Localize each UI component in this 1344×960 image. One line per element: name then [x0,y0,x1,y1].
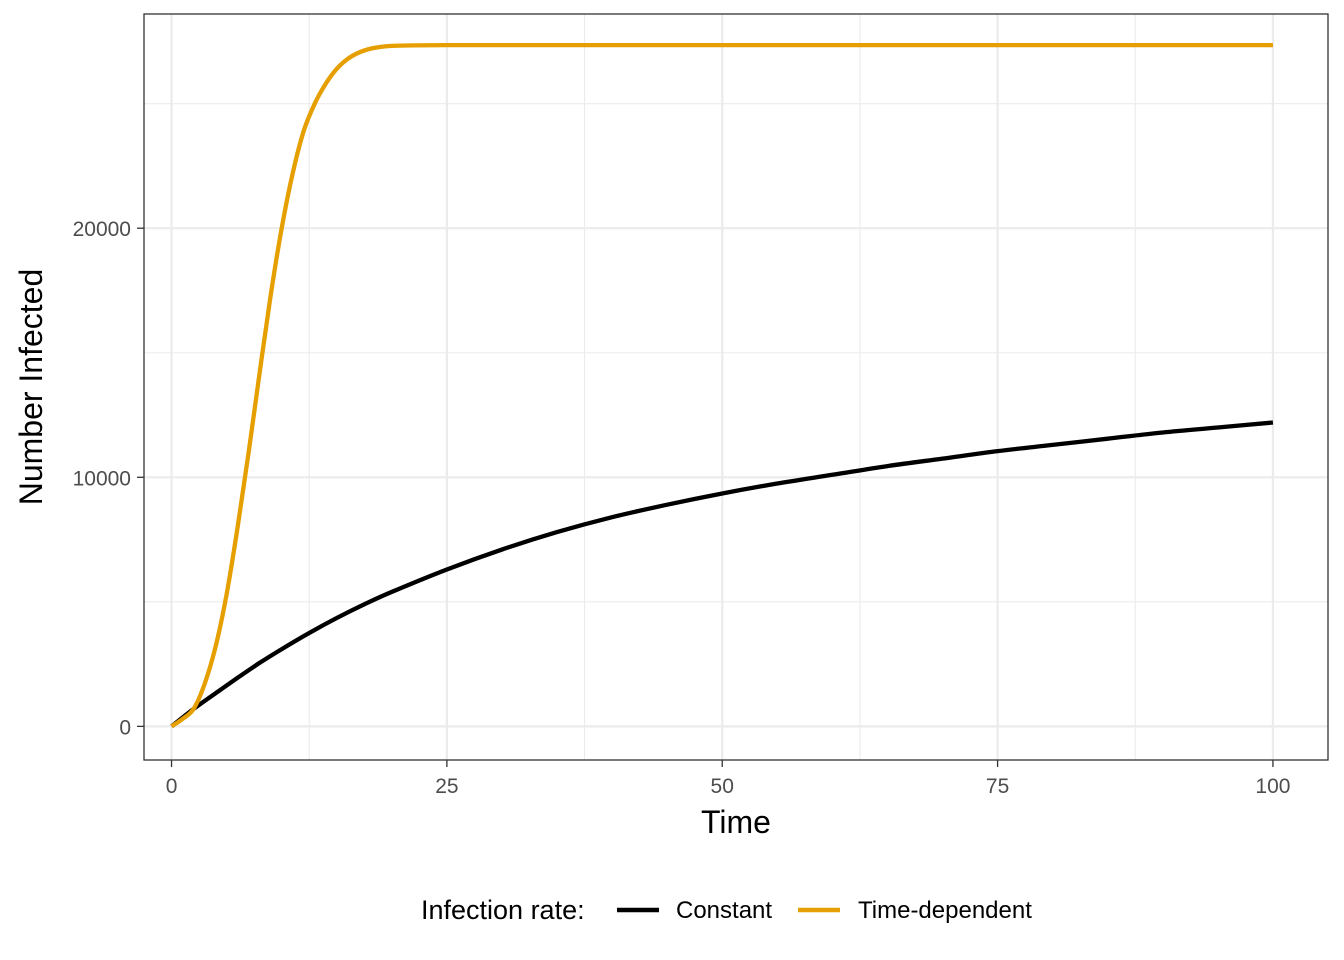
x-tick-label: 25 [435,775,458,798]
legend: Infection rate: Constant Time-dependent [421,895,1032,925]
x-axis-ticks: 0 25 50 75 100 [166,760,1290,798]
y-axis-title: Number Infected [13,269,49,506]
panel-border [143,13,1329,761]
y-tick-label: 0 [119,716,131,739]
x-tick-label: 0 [166,775,178,798]
x-tick-label: 50 [711,775,734,798]
legend-label-time-dependent: Time-dependent [858,897,1032,924]
y-tick-label: 20000 [73,218,131,241]
series-line-constant [170,420,1274,729]
x-tick-label: 100 [1255,775,1290,798]
x-axis-title: Time [701,804,771,840]
y-axis-ticks: 0 10000 20000 [73,218,144,739]
legend-title: Infection rate: [421,895,585,925]
minor-gridlines [144,14,1328,760]
major-gridlines [144,14,1328,760]
x-tick-label: 75 [986,775,1009,798]
legend-label-constant: Constant [676,897,772,924]
series-line-time-dependent [170,42,1273,729]
y-tick-label: 10000 [73,467,131,490]
series-layer [170,42,1274,729]
